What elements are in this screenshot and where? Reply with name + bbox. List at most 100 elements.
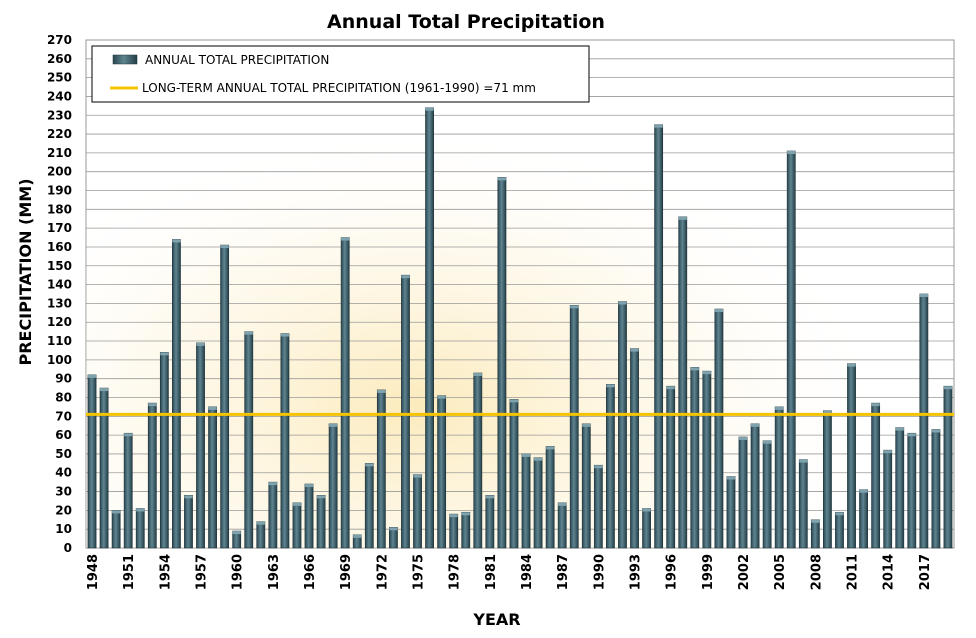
- y-tick-label: 50: [55, 447, 72, 461]
- bar: [726, 476, 736, 549]
- x-tick-label: 1969: [339, 554, 354, 590]
- x-axis-title: YEAR: [472, 610, 520, 629]
- bar: [521, 453, 531, 549]
- bar: [907, 432, 917, 549]
- bar: [268, 481, 278, 549]
- bar: [606, 384, 615, 549]
- y-tick-label: 190: [47, 184, 72, 198]
- bar: [593, 464, 603, 549]
- bar: [545, 446, 555, 549]
- bar: [786, 150, 796, 549]
- x-tick-label: 2008: [809, 554, 824, 590]
- bar: [256, 521, 266, 549]
- bar: [509, 399, 519, 549]
- bar: [690, 367, 700, 549]
- bar: [123, 432, 133, 549]
- y-tick-label: 120: [47, 315, 72, 329]
- y-tick-label: 180: [47, 202, 72, 216]
- bar: [557, 502, 567, 549]
- legend-label-reference: LONG-TERM ANNUAL TOTAL PRECIPITATION (19…: [142, 81, 536, 95]
- y-tick-label: 40: [55, 466, 72, 480]
- bar: [232, 530, 242, 549]
- bar: [883, 449, 893, 549]
- bar: [401, 274, 410, 549]
- bar: [461, 511, 471, 549]
- bar: [654, 124, 664, 549]
- x-tick-label: 1990: [592, 554, 607, 590]
- bar: [762, 440, 772, 549]
- bar: [810, 519, 820, 549]
- bar: [87, 374, 97, 549]
- bar: [184, 495, 193, 549]
- x-tick-label: 2017: [918, 554, 933, 590]
- y-tick-label: 70: [55, 409, 72, 423]
- bar: [413, 474, 422, 549]
- y-tick-label: 110: [47, 334, 72, 348]
- bar: [280, 333, 290, 549]
- bar: [352, 534, 362, 549]
- x-tick-label: 1978: [448, 554, 463, 590]
- y-tick-label: 160: [47, 240, 72, 254]
- bar: [738, 436, 748, 549]
- bar: [328, 423, 338, 549]
- bar: [473, 372, 483, 549]
- bar: [895, 427, 905, 549]
- x-tick-label: 1993: [629, 554, 644, 590]
- bar: [798, 459, 808, 549]
- legend: ANNUAL TOTAL PRECIPITATION LONG-TERM ANN…: [91, 45, 590, 103]
- y-tick-label: 100: [47, 353, 72, 367]
- y-tick-label: 220: [47, 127, 72, 141]
- y-tick-label: 140: [47, 278, 72, 292]
- bar: [292, 502, 302, 549]
- x-tick-label: 1951: [122, 554, 137, 590]
- bar: [135, 508, 145, 549]
- x-tick-label: 2011: [846, 554, 861, 590]
- y-tick-label: 230: [47, 108, 72, 122]
- x-tick-labels: 1948 1951 1954 1957 1960 1963 1966 1969 1972 1975…: [86, 554, 933, 590]
- x-tick-label: 2005: [773, 554, 788, 590]
- legend-bar-swatch: [112, 54, 138, 65]
- bar: [147, 402, 157, 549]
- bar: [823, 410, 832, 549]
- bar: [630, 348, 639, 549]
- x-tick-label: 1975: [412, 554, 427, 590]
- bar: [111, 510, 121, 549]
- x-tick-label: 1957: [195, 554, 210, 590]
- y-tick-label: 240: [47, 89, 72, 103]
- bar: [666, 385, 676, 549]
- x-tick-label: 1963: [267, 554, 282, 590]
- y-tick-labels: 0 10 20 30 40 50 60 70 80 90 100 110 120 130 140 150 160…: [47, 33, 72, 555]
- x-tick-label: 1999: [701, 554, 716, 590]
- bar: [316, 495, 326, 549]
- bar: [208, 406, 217, 549]
- x-tick-label: 1984: [520, 554, 535, 590]
- bar: [364, 463, 374, 549]
- bar: [847, 363, 856, 549]
- bar: [485, 495, 495, 549]
- y-tick-label: 270: [47, 33, 72, 47]
- y-tick-label: 90: [55, 372, 72, 386]
- legend-box: [91, 45, 590, 103]
- y-tick-label: 30: [55, 485, 72, 499]
- bar: [437, 395, 447, 549]
- y-tick-label: 210: [47, 146, 72, 160]
- bar: [642, 508, 651, 549]
- bar: [750, 423, 760, 549]
- bar: [497, 177, 507, 549]
- bar: [678, 216, 688, 549]
- bar: [449, 513, 459, 549]
- bars: [87, 107, 953, 549]
- bar: [774, 406, 784, 549]
- legend-label-bars: ANNUAL TOTAL PRECIPITATION: [145, 53, 329, 67]
- bar: [581, 423, 591, 549]
- y-tick-label: 130: [47, 296, 72, 310]
- bar: [533, 457, 543, 549]
- y-tick-label: 0: [64, 541, 72, 555]
- y-tick-label: 150: [47, 259, 72, 273]
- chart-title: Annual Total Precipitation: [327, 11, 605, 33]
- x-tick-label: 1948: [86, 554, 101, 590]
- bar: [931, 429, 941, 549]
- x-tick-label: 1996: [665, 554, 680, 590]
- bar: [376, 389, 386, 549]
